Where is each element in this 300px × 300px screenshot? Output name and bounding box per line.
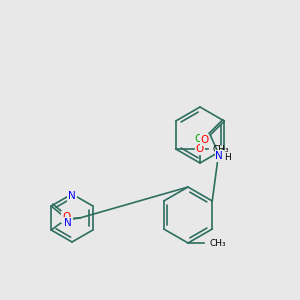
Text: H: H (224, 152, 231, 161)
Text: O: O (62, 212, 70, 222)
Text: CH₃: CH₃ (210, 238, 226, 247)
Text: O: O (196, 144, 204, 154)
Text: Cl: Cl (195, 134, 205, 144)
Text: N: N (68, 191, 76, 201)
Text: N: N (215, 151, 223, 161)
Text: CH₃: CH₃ (213, 145, 230, 154)
Text: N: N (64, 218, 72, 228)
Text: O: O (200, 135, 208, 145)
